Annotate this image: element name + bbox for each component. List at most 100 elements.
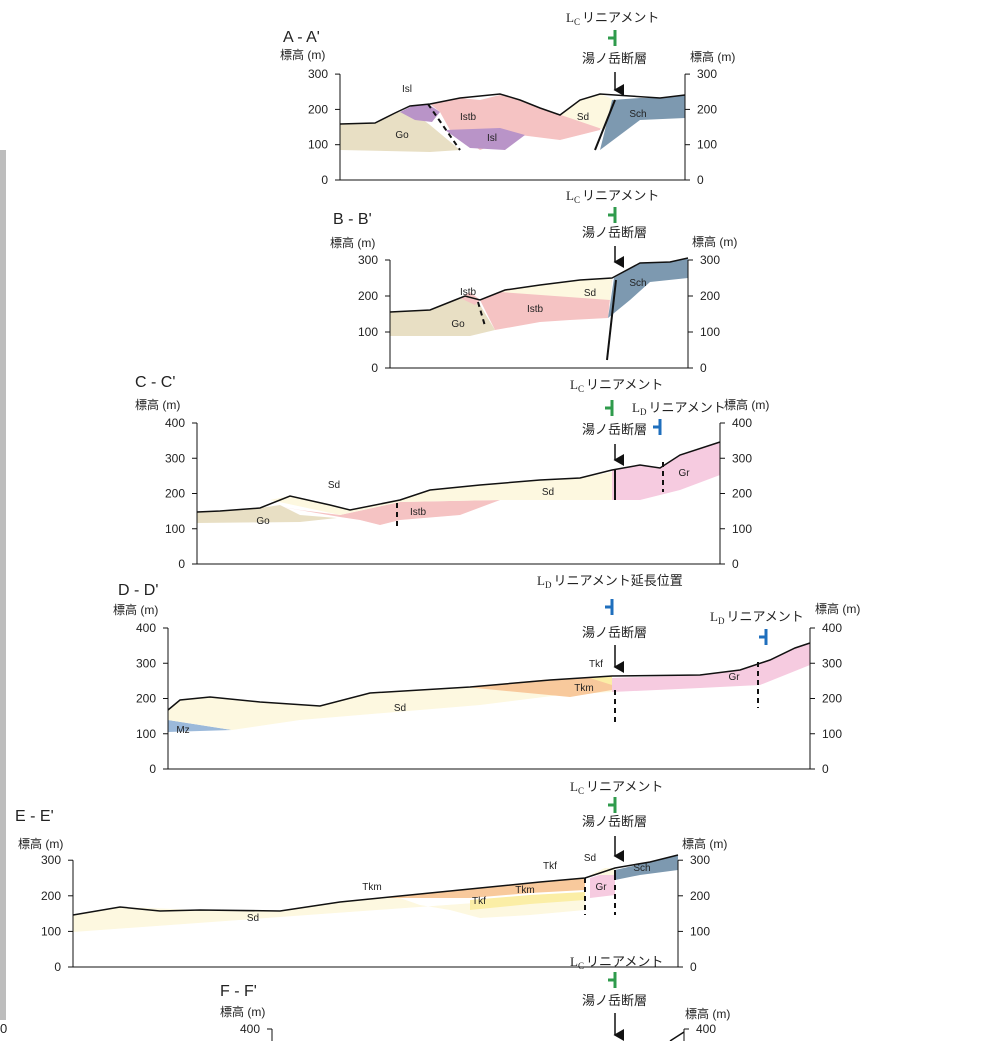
axis-label: 標高 (m) xyxy=(113,602,158,617)
unit-label: Istb xyxy=(527,304,544,315)
lineament-letter: L xyxy=(566,10,574,25)
axis-label: 標高 (m) xyxy=(18,836,63,851)
tick-label: 0 xyxy=(149,762,156,776)
geologic-unit xyxy=(168,678,612,730)
tick-label: 200 xyxy=(700,289,720,303)
topography xyxy=(72,854,679,916)
lineament-letter: L xyxy=(710,609,718,624)
axis-label: 標高 (m) xyxy=(135,397,180,412)
cross-section: 300 300 200 200 100 100 0 0 B - B' 標高 (m) 標高 (m) LC… xyxy=(330,188,737,375)
unit-label: Istb xyxy=(410,507,427,518)
unit-label: Istb xyxy=(460,287,477,298)
topography xyxy=(669,1031,685,1042)
tick-label: 100 xyxy=(165,522,185,536)
unit-label: Tkf xyxy=(589,659,603,670)
unit-label: Gr xyxy=(728,672,740,683)
edge-strip xyxy=(0,150,6,1020)
geologic-unit xyxy=(590,676,612,685)
unit-label: Tkm xyxy=(574,683,593,694)
tick-label: 300 xyxy=(700,253,720,267)
unit-label: Sch xyxy=(629,278,646,289)
unit-label: Istb xyxy=(460,112,477,123)
unit-label: Gr xyxy=(678,468,690,479)
section-title: D - D' xyxy=(118,582,158,599)
fault-label: 湯ノ岳断層 xyxy=(582,51,647,66)
tick-label: 0 xyxy=(690,960,697,974)
geologic-unit xyxy=(470,892,585,910)
fault-line xyxy=(606,279,617,361)
tick-label: 200 xyxy=(690,889,710,903)
unit-label: Tkm xyxy=(362,882,381,893)
section-title: A - A' xyxy=(283,29,320,46)
tick-label: 400 xyxy=(822,621,842,635)
geologic-unit xyxy=(615,855,678,880)
lineament-sub: D xyxy=(718,616,725,626)
tick-label: 300 xyxy=(165,451,185,465)
axis-label: 標高 (m) xyxy=(280,47,325,62)
tick-label: 300 xyxy=(697,67,717,81)
tick-label: 300 xyxy=(308,67,328,81)
lineament-letter: L xyxy=(566,188,574,203)
unit-label: Go xyxy=(451,319,465,330)
tick-label: 400 xyxy=(165,416,185,430)
tick-label: 200 xyxy=(41,889,61,903)
lineament-name: リニアメント xyxy=(582,10,659,25)
geologic-unit xyxy=(612,643,810,692)
section-title: E - E' xyxy=(15,808,54,825)
tick-label: 100 xyxy=(697,138,717,152)
geologic-unit xyxy=(390,298,495,336)
tick-label: 400 xyxy=(240,1022,260,1036)
lineament-sub: C xyxy=(578,961,584,971)
geologic-unit xyxy=(168,720,232,732)
section-title: F - F' xyxy=(220,983,257,1000)
lineament-sub: C xyxy=(574,17,580,27)
tick-label: 0 xyxy=(700,361,707,375)
topography xyxy=(167,642,811,711)
unit-label: Sd xyxy=(577,112,589,123)
cross-section: 400 400 300 300 200 200 100 100 0 0 D - D' 標高 (m) 標高… xyxy=(113,573,860,776)
lineament-name: リニアメント延長位置 xyxy=(553,573,682,588)
lineament-sub: C xyxy=(578,384,584,394)
geologic-unit xyxy=(608,258,688,318)
topography xyxy=(196,441,721,513)
lineament-name: リニアメント xyxy=(586,779,663,794)
lineament-label: LC リニアメント xyxy=(566,10,659,27)
tick-label: 0 xyxy=(371,361,378,375)
tick-label: 200 xyxy=(732,487,752,501)
topography xyxy=(389,257,689,313)
axis-label: 標高 (m) xyxy=(690,49,735,64)
lineament-label: LD リニアメント xyxy=(710,609,804,626)
unit-label: Gr xyxy=(595,882,607,893)
tick-label: 100 xyxy=(136,727,156,741)
tick-label: 100 xyxy=(690,924,710,938)
unit-label: Tkm xyxy=(515,885,534,896)
tick-label: 200 xyxy=(358,289,378,303)
tick-label: 0 xyxy=(732,557,739,571)
tick-label: 0 xyxy=(321,173,328,187)
tick-label: 0 xyxy=(54,960,61,974)
geologic-unit xyxy=(590,870,615,898)
tick-label: 200 xyxy=(136,692,156,706)
tick-label: 300 xyxy=(136,656,156,670)
tick-label: 300 xyxy=(822,656,842,670)
geologic-unit xyxy=(73,895,585,932)
lineament-label: LD リニアメント延長位置 xyxy=(537,573,683,590)
lineament-name: リニアメント xyxy=(586,377,663,392)
lineament-letter: L xyxy=(537,573,545,588)
geologic-unit xyxy=(600,95,685,150)
lineament-label: LC リニアメント xyxy=(570,954,663,971)
section-title: B - B' xyxy=(333,211,372,228)
lineament-label: LD リニアメント xyxy=(632,400,726,417)
tick-label: 200 xyxy=(165,487,185,501)
axis-label: 標高 (m) xyxy=(724,397,769,412)
tick-label: 300 xyxy=(732,451,752,465)
axis-label: 標高 (m) xyxy=(815,601,860,616)
unit-label: Sd xyxy=(394,703,406,714)
lineament-sub: C xyxy=(578,786,584,796)
geologic-unit xyxy=(270,500,500,525)
lineament-letter: L xyxy=(570,377,578,392)
lineament-label: LC リニアメント xyxy=(570,779,663,796)
